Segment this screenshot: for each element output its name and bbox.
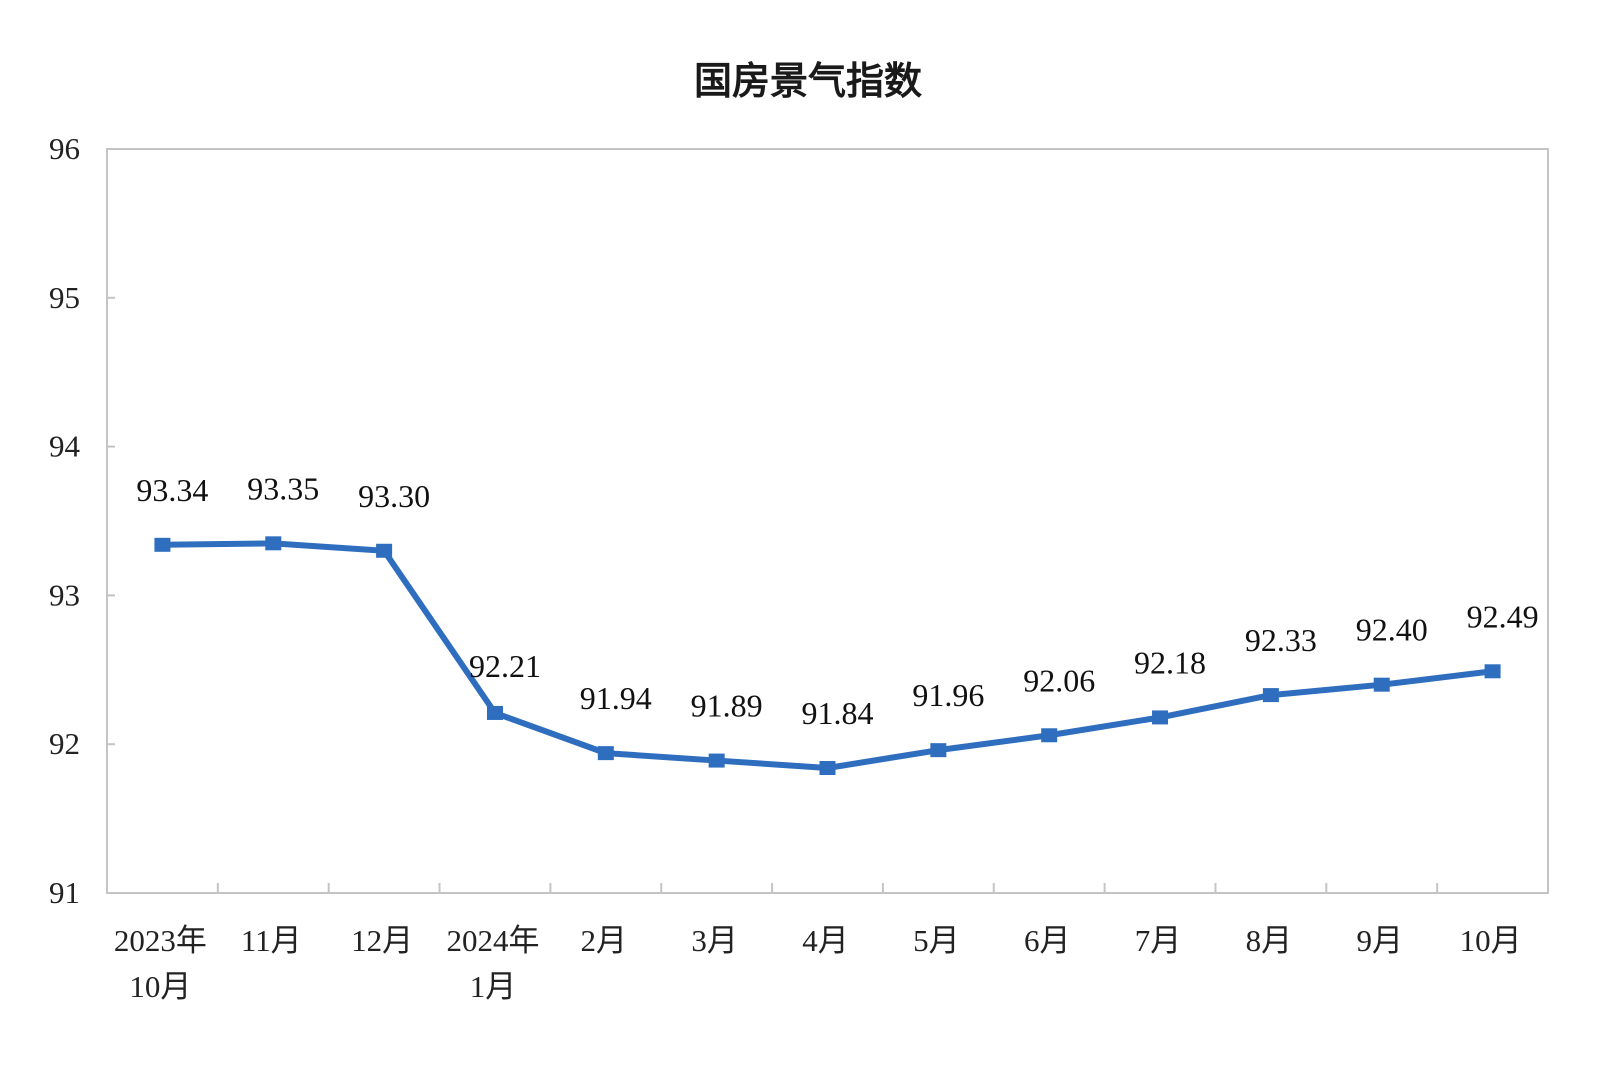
data-point-marker bbox=[708, 753, 725, 768]
x-tick-label: 12月 bbox=[351, 923, 413, 958]
x-tick-label: 10月 bbox=[1460, 923, 1522, 958]
x-tick-label: 5月 bbox=[913, 923, 960, 958]
data-label: 91.96 bbox=[912, 677, 984, 713]
plot-area bbox=[106, 148, 1549, 894]
x-tick-label: 2024年 bbox=[446, 923, 539, 958]
data-point-marker bbox=[597, 746, 614, 761]
data-point-marker bbox=[376, 543, 393, 558]
data-label: 91.89 bbox=[691, 688, 763, 724]
y-tick-label: 91 bbox=[49, 875, 80, 910]
y-tick-label: 93 bbox=[49, 577, 80, 612]
x-tick-label: 10月 bbox=[129, 969, 191, 1004]
data-point-marker bbox=[1041, 728, 1058, 743]
data-label: 93.30 bbox=[358, 478, 430, 514]
data-point-marker bbox=[1484, 664, 1501, 679]
data-label: 92.06 bbox=[1023, 662, 1095, 698]
y-tick-label: 96 bbox=[49, 131, 80, 166]
x-tick-label: 2月 bbox=[581, 923, 628, 958]
data-label: 92.40 bbox=[1356, 612, 1428, 648]
data-point-marker bbox=[930, 743, 947, 758]
data-point-marker bbox=[154, 537, 171, 552]
data-point-marker bbox=[265, 536, 282, 551]
x-tick-label: 9月 bbox=[1356, 923, 1403, 958]
chart-title: 国房景气指数 bbox=[694, 59, 922, 103]
x-tick-label: 4月 bbox=[802, 923, 849, 958]
data-label: 91.94 bbox=[580, 680, 652, 716]
data-point-marker bbox=[1373, 677, 1390, 692]
x-tick-label: 1月 bbox=[470, 969, 517, 1004]
y-tick-label: 95 bbox=[49, 280, 80, 315]
data-point-marker bbox=[1152, 710, 1169, 725]
data-label: 92.49 bbox=[1467, 598, 1539, 634]
data-point-marker bbox=[819, 761, 836, 776]
data-label: 91.84 bbox=[802, 695, 874, 731]
data-label: 92.21 bbox=[469, 648, 541, 684]
x-tick-label: 7月 bbox=[1135, 923, 1182, 958]
data-label: 92.18 bbox=[1134, 644, 1206, 680]
data-label: 93.34 bbox=[136, 472, 208, 508]
x-tick-label: 3月 bbox=[691, 923, 738, 958]
x-tick-label: 6月 bbox=[1024, 923, 1071, 958]
x-tick-label: 8月 bbox=[1246, 923, 1293, 958]
x-tick-label: 11月 bbox=[241, 923, 302, 958]
x-tick-label: 2023年 bbox=[114, 923, 207, 958]
data-point-marker bbox=[486, 705, 503, 720]
data-label: 92.33 bbox=[1245, 622, 1317, 658]
y-tick-label: 92 bbox=[49, 726, 80, 761]
data-point-marker bbox=[1262, 688, 1279, 703]
y-tick-label: 94 bbox=[49, 429, 81, 464]
data-label: 93.35 bbox=[247, 470, 319, 506]
